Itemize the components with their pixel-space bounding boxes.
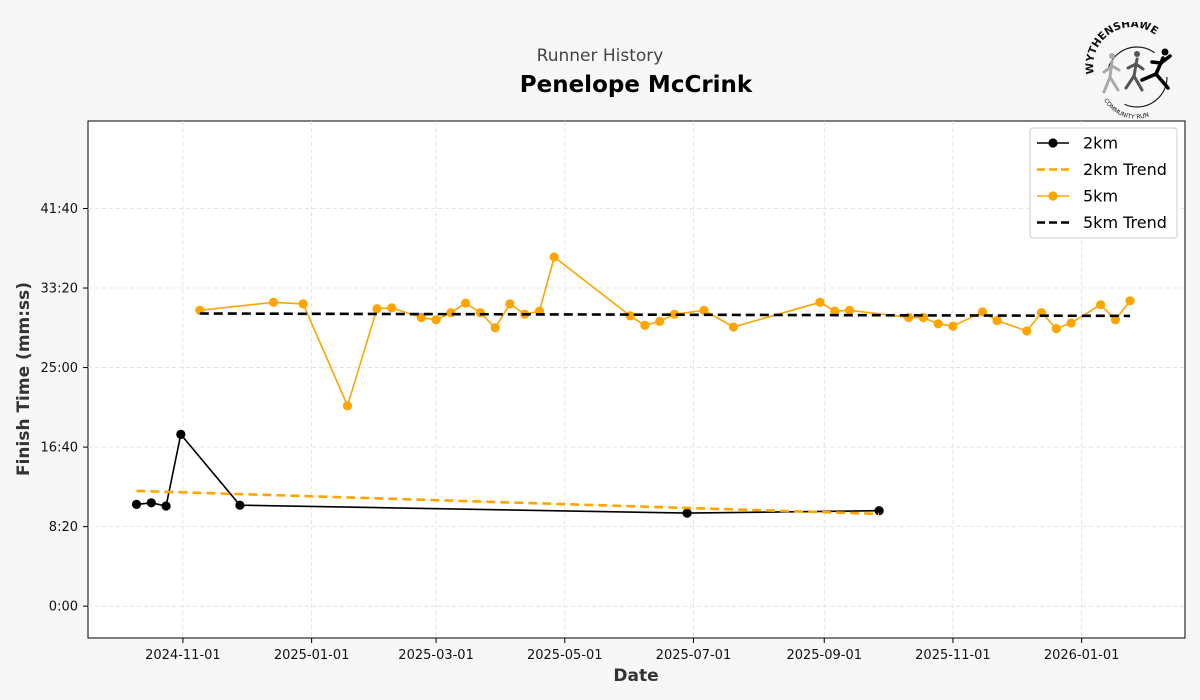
legend-marker-2km [1048,138,1058,148]
data-point-5km [549,252,559,262]
series-line-5km-trend [199,312,1131,318]
data-point-5km [1096,300,1106,310]
y-axis-title: Finish Time (mm:ss) [14,282,34,476]
data-point-5km [342,401,353,411]
data-point-2km [874,506,884,516]
data-point-5km [977,307,988,317]
x-axis-title: Date [613,666,658,686]
data-point-5km [416,312,426,323]
y-tick-label: 8:20 [49,520,78,535]
data-point-5km [845,305,855,315]
data-point-5km [933,319,943,329]
data-point-5km [461,298,471,308]
x-tick-label: 2025-05-01 [527,648,603,663]
data-point-2km [176,429,186,439]
data-point-5km [1125,296,1135,306]
x-tick-label: 2025-11-01 [915,648,991,663]
data-point-2km [161,501,171,511]
data-point-5km [992,316,1002,326]
data-point-5km [269,297,279,307]
y-tick-label: 0:00 [49,600,78,615]
data-point-5km [640,320,650,330]
data-point-5km [699,305,709,315]
series-line-2km-trend [136,489,880,516]
data-point-5km [830,306,840,316]
data-point-5km [655,316,665,326]
data-point-5km [505,299,515,309]
data-point-5km [1066,318,1076,328]
data-point-2km [131,499,142,509]
data-point-2km [235,500,245,510]
y-tick-label: 16:40 [41,441,78,456]
x-tick-label: 2026-01-01 [1044,648,1120,663]
data-point-5km [298,299,308,309]
y-tick-label: 25:00 [41,361,78,376]
x-tick-label: 2025-01-01 [274,648,350,663]
data-point-5km [387,303,397,313]
series-layer [131,252,1135,518]
legend-label-2km: 2km [1083,134,1118,153]
legend-label-5km: 5km [1083,187,1118,206]
data-point-2km [682,508,692,518]
plot-area [87,120,1186,639]
legend-box [1029,127,1178,239]
data-point-5km [446,308,456,318]
data-point-5km [431,315,441,325]
data-point-2km [146,498,156,508]
data-point-5km [372,304,382,314]
legend-label-5km-trend: 5km Trend [1083,213,1167,232]
legend: 2km 2km Trend 5km 5km Trend [1029,127,1178,239]
legend-marker-5km [1048,191,1058,201]
tick-layer: 2024-11-01 2025-01-01 2025-03-01 2025-05-01… [41,202,1120,663]
y-tick-label: 33:20 [41,282,78,297]
x-tick-label: 2025-09-01 [786,648,862,663]
x-tick-label: 2025-07-01 [656,648,732,663]
data-point-5km [475,308,485,318]
data-point-5km [1022,326,1032,336]
chart-subtitle: Runner History [536,46,664,66]
data-point-5km [669,309,680,319]
chart-title: Penelope McCrink [519,72,753,98]
data-point-5km [490,323,500,333]
data-point-5km [728,322,739,332]
legend-label-2km-trend: 2km Trend [1083,160,1167,179]
runners-logo-icon: WYTHENSHAWE COMMUNITY RUN [1084,22,1172,121]
x-tick-label: 2025-03-01 [398,648,474,663]
data-point-5km [815,297,825,307]
data-point-5km [948,321,958,331]
data-point-5km [1051,324,1061,334]
grid-lines [88,121,1185,638]
x-tick-label: 2024-11-01 [145,648,221,663]
y-tick-label: 41:40 [41,202,78,217]
data-point-5km [1110,315,1120,325]
